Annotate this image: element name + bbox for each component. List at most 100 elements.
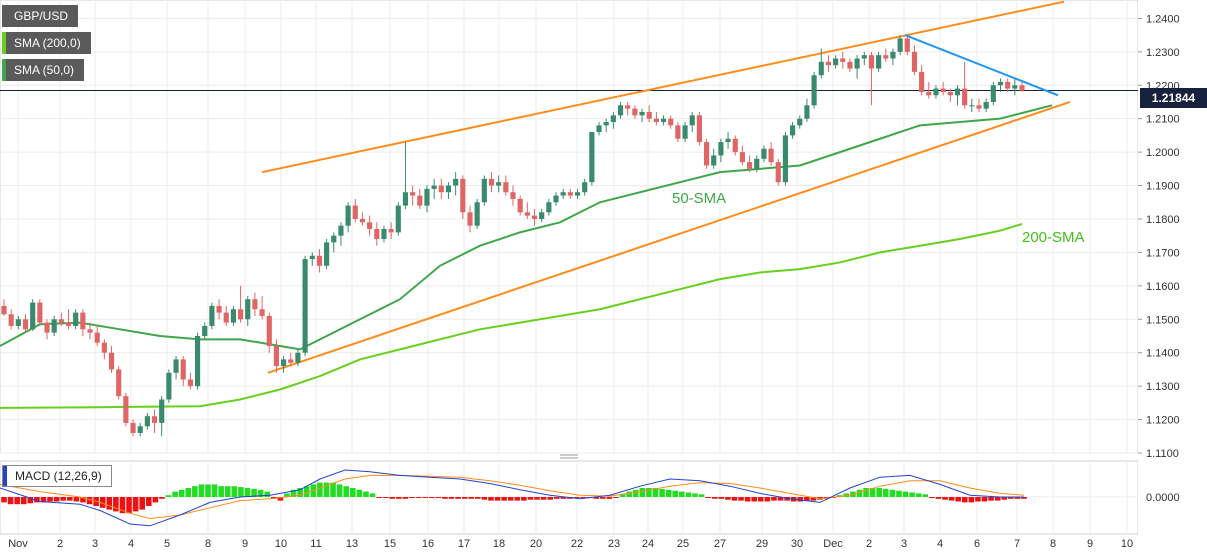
macd-histogram-bar [922,494,929,497]
candle-body [883,55,889,59]
candle-body [101,342,107,353]
macd-histogram-bar [336,484,343,497]
trendline-upper-channel [261,0,1065,174]
legend-sma50[interactable]: SMA (50,0) [2,59,85,81]
macd-histogram-bar [876,488,883,497]
candle-body [976,105,982,109]
x-tick-label: 16 [422,538,434,550]
macd-histogram-bar [106,497,113,510]
candle-body [754,158,760,169]
macd-histogram-bar [86,497,93,505]
macd-histogram-bar [428,497,435,498]
candle-body [395,205,401,233]
candle-body [237,309,244,320]
macd-histogram-bar [20,497,27,505]
candle-body [94,332,100,343]
macd-histogram-bar [323,482,330,497]
macd-histogram-bar [343,486,349,497]
macd-histogram-bar [929,497,935,498]
x-tick-label: 29 [756,538,768,550]
legend-symbol[interactable]: GBP/USD [2,5,79,27]
x-tick-label: 9 [242,538,248,550]
candle-body [1005,81,1011,89]
current-price-badge: 1.21844 [1140,88,1207,108]
x-tick-label: 25 [677,538,689,550]
macd-histogram-bar [113,497,119,512]
macd-histogram-bar [34,497,40,503]
candle-body [223,312,229,323]
candle-body [782,135,789,183]
macd-histogram-bar [205,484,211,497]
macd-histogram-bar [744,497,751,502]
macd-histogram-bar [777,497,784,501]
candle-body [44,322,50,333]
candle-body [123,396,129,423]
legend-macd[interactable]: MACD (12,26,9) [2,465,112,487]
x-tick-label: 3 [901,538,907,550]
candle-body [775,162,781,183]
candle-body [8,314,14,326]
candle-body [424,188,430,206]
legend-symbol-label: GBP/USD [14,9,69,23]
macd-histogram-bar [527,497,534,500]
candle-body [374,229,380,240]
candle-body [668,118,674,126]
macd-histogram-bar [705,497,711,498]
macd-histogram-bar [1001,497,1008,500]
macd-histogram-bar [415,497,422,498]
macd-histogram-bar [764,497,771,502]
candle-body [768,148,774,163]
macd-histogram-bar [14,497,20,505]
macd-histogram-bar [613,497,619,498]
macd-histogram-bar [363,491,369,497]
candle-body [847,61,853,69]
candle-body [639,111,645,116]
macd-histogram-bar [659,488,665,497]
candle-body [180,359,186,380]
candle-body [173,359,179,373]
y-tick-label: 1.1300 [1146,381,1180,393]
macd-histogram-bar [626,491,632,497]
macd-histogram-bar [448,497,455,499]
candle-body [58,319,64,323]
macd-histogram-bar [547,497,553,500]
candle-body [625,105,631,109]
candle-body [166,372,172,400]
macd-histogram-bar [731,497,738,501]
macd-histogram-bar [409,497,415,498]
candle-body [947,91,953,96]
candle-body [259,309,265,316]
x-tick-label: 22 [571,538,583,550]
macd-histogram-bar [218,486,224,497]
sma50-line [0,104,1053,351]
macd-histogram-bar [139,497,145,510]
macd-histogram-bar [461,497,468,499]
candle-body [761,148,767,159]
candle-body [481,178,487,203]
candle-body [381,229,387,240]
trendlines [261,0,1071,374]
y-tick-label: 1.1800 [1146,214,1180,226]
macd-histogram-bar [521,497,527,501]
candle-body [302,259,308,353]
macd-histogram-bar [297,488,303,497]
candle-body [876,55,882,69]
macd-histogram-bar [501,497,507,501]
legend-sma200[interactable]: SMA (200,0) [2,32,91,54]
candle-body [338,225,344,236]
candle-body [22,319,29,330]
candle-body [266,315,272,347]
candle-body [997,81,1004,86]
sma200-annotation: 200-SMA [1022,229,1085,246]
x-tick-label: 10 [275,538,287,550]
macd-histogram-bar [238,487,244,497]
candle-body [560,192,566,196]
macd-histogram-bar [192,486,198,497]
moving-averages [0,104,1053,409]
candle-body [410,192,416,196]
macd-histogram-bar [869,488,876,497]
macd-histogram-bar [99,497,106,508]
macd-histogram-bar [1,497,7,503]
macd-histogram-bar [67,497,73,501]
